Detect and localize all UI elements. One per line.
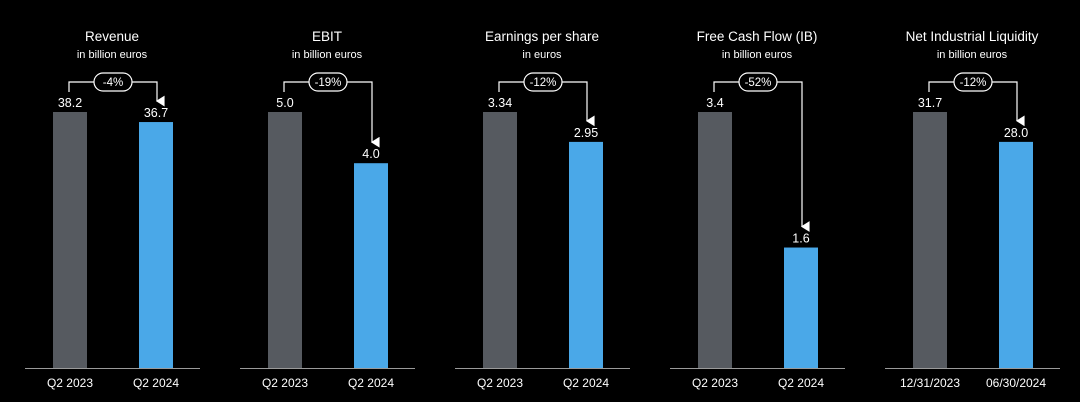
bar-value-label: 5.0 xyxy=(276,96,293,110)
change-badge xyxy=(93,72,133,92)
kpi-chart-3: Earnings per share in euros 3.34 Q2 2023 2.9… xyxy=(455,29,630,390)
bar-current xyxy=(784,247,818,368)
bar-current xyxy=(569,141,603,368)
chart-subtitle: in billion euros xyxy=(292,49,363,61)
bar-previous xyxy=(483,112,517,368)
bar-previous xyxy=(268,112,302,368)
bar-value-label: 3.4 xyxy=(706,96,723,110)
chart-subtitle: in billion euros xyxy=(77,49,148,61)
bar-value-label: 2.95 xyxy=(574,126,598,140)
bar-previous xyxy=(53,112,87,368)
chart-subtitle: in euros xyxy=(522,49,562,61)
bar-previous xyxy=(913,112,947,368)
bar-value-label: 36.7 xyxy=(144,106,168,120)
category-label: Q2 2023 xyxy=(477,376,523,390)
kpi-chart-5: Net Industrial Liquidity in billion euros… xyxy=(885,29,1060,390)
change-label: -4% xyxy=(103,77,123,89)
chart-subtitle: in billion euros xyxy=(937,49,1008,61)
bar-current xyxy=(139,122,173,368)
category-label: 12/31/2023 xyxy=(900,376,960,390)
kpi-chart-1: Revenue in billion euros 38.2 Q2 2023 36.7 Q2… xyxy=(25,29,200,390)
chart-title: EBIT xyxy=(312,29,342,44)
bar-value-label: 38.2 xyxy=(58,96,82,110)
bar-value-label: 3.34 xyxy=(488,96,512,110)
category-label: 06/30/2024 xyxy=(986,376,1046,390)
category-label: Q2 2023 xyxy=(262,376,308,390)
change-badge xyxy=(308,72,348,92)
bar-current xyxy=(354,163,388,368)
category-label: Q2 2023 xyxy=(692,376,738,390)
bar-value-label: 1.6 xyxy=(792,232,809,246)
change-badge xyxy=(738,72,778,92)
category-label: Q2 2024 xyxy=(778,376,824,390)
category-label: Q2 2024 xyxy=(563,376,609,390)
kpi-chart-4: Free Cash Flow (IB) in billion euros 3.4 Q2… xyxy=(670,29,845,390)
change-badge xyxy=(953,72,993,92)
chart-title: Net Industrial Liquidity xyxy=(906,29,1039,44)
bar-value-label: 28.0 xyxy=(1004,126,1028,140)
change-label: -12% xyxy=(530,77,557,89)
bar-value-label: 31.7 xyxy=(918,96,942,110)
change-label: -12% xyxy=(960,77,987,89)
category-label: Q2 2024 xyxy=(348,376,394,390)
category-label: Q2 2023 xyxy=(47,376,93,390)
bar-value-label: 4.0 xyxy=(362,147,379,161)
category-label: Q2 2024 xyxy=(133,376,179,390)
chart-title: Earnings per share xyxy=(485,29,599,44)
chart-title: Revenue xyxy=(85,29,139,44)
bar-previous xyxy=(698,112,732,368)
kpi-chart-2: EBIT in billion euros 5.0 Q2 2023 4.0 Q2 2024… xyxy=(240,29,415,390)
bar-current xyxy=(999,141,1033,368)
change-label: -19% xyxy=(315,77,342,89)
chart-subtitle: in billion euros xyxy=(722,49,793,61)
change-label: -52% xyxy=(745,77,772,89)
change-badge xyxy=(523,72,563,92)
chart-title: Free Cash Flow (IB) xyxy=(697,29,818,44)
